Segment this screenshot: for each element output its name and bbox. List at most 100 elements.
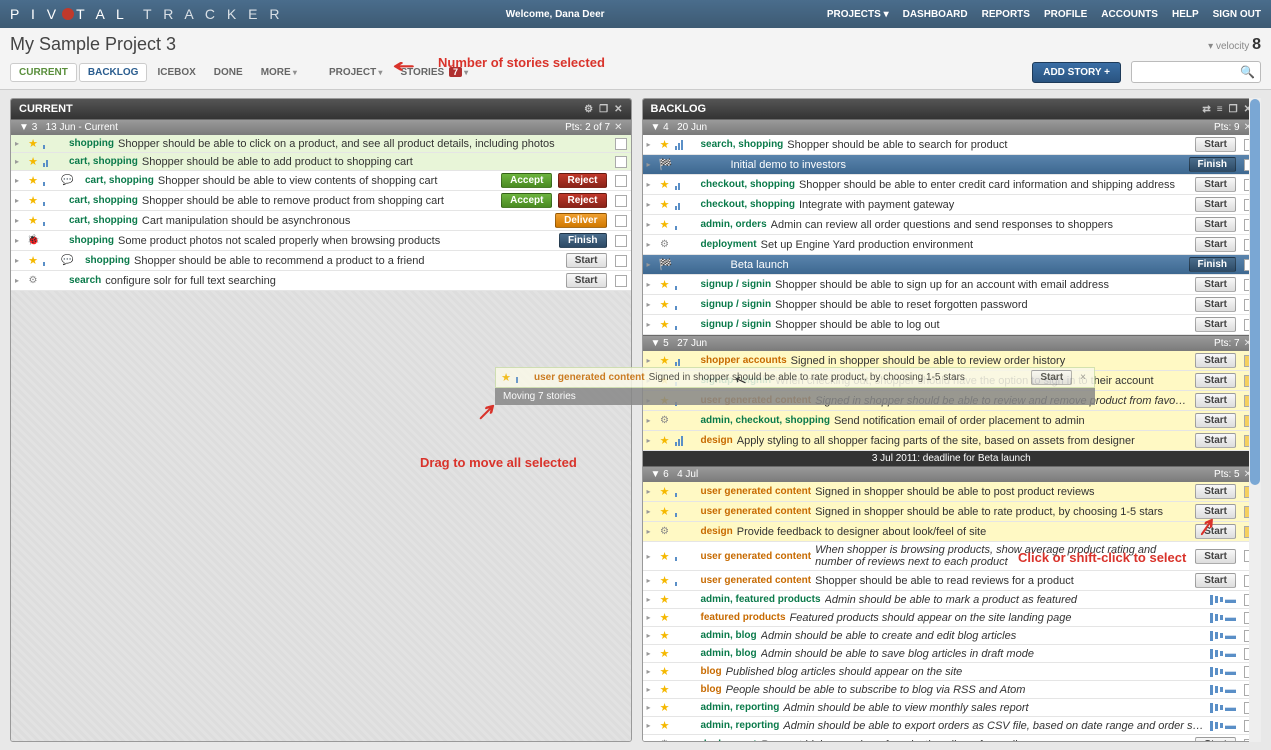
tab-done[interactable]: DONE <box>206 64 251 81</box>
story-labels[interactable]: deployment <box>701 739 757 741</box>
story-row[interactable]: ▸ ★ design Apply styling to all shopper … <box>643 431 1261 451</box>
accept-button[interactable]: Accept <box>501 173 552 188</box>
expand-icon[interactable]: ▸ <box>647 721 655 730</box>
story-row[interactable]: ▸ ★ admin, reporting Admin should be abl… <box>643 699 1261 717</box>
expand-icon[interactable]: ▸ <box>647 649 655 658</box>
story-labels[interactable]: cart, shopping <box>69 195 138 206</box>
estimate-picker[interactable]: ▬ <box>1210 648 1236 660</box>
expand-icon[interactable]: ▸ <box>647 240 655 249</box>
nav-reports[interactable]: REPORTS <box>982 9 1030 20</box>
story-row[interactable]: ▸ ★ cart, shopping Cart manipulation sho… <box>11 211 631 231</box>
expand-icon[interactable]: ▸ <box>647 576 655 585</box>
story-labels[interactable]: cart, shopping <box>69 215 138 226</box>
select-checkbox[interactable] <box>615 175 627 187</box>
nav-projects[interactable]: PROJECTS ▾ <box>827 9 889 20</box>
story-labels[interactable]: featured products <box>701 612 786 623</box>
story-labels[interactable]: user generated content <box>701 506 812 517</box>
expand-icon[interactable]: ▸ <box>647 260 655 269</box>
estimate-picker[interactable]: ▬ <box>1210 684 1236 696</box>
story-row[interactable]: ▸ ★ shopper accounts Signed in shopper s… <box>643 351 1261 371</box>
story-row[interactable]: ▸ ★ cart, shopping Shopper should be abl… <box>11 191 631 211</box>
start-button[interactable]: Start <box>1195 317 1236 332</box>
story-row[interactable]: ▸ ★ user generated content Signed in sho… <box>643 391 1261 411</box>
expand-icon[interactable]: ▸ <box>15 276 23 285</box>
start-button[interactable]: Start <box>566 273 607 288</box>
start-button[interactable]: Start <box>1195 297 1236 312</box>
story-row[interactable]: ▸ ★ signup / signin Shopper should be ab… <box>643 275 1261 295</box>
panel-settings-icon[interactable]: ⚙ <box>584 104 593 115</box>
panel-exchange-icon[interactable]: ⇄ <box>1202 104 1210 115</box>
expand-icon[interactable]: ▸ <box>647 667 655 676</box>
expand-icon[interactable]: ▸ <box>15 216 23 225</box>
story-row[interactable]: ▸ ★ user generated content Shopper shoul… <box>643 571 1261 591</box>
story-labels[interactable]: shopper accounts <box>701 355 787 366</box>
start-button[interactable]: Start <box>1195 484 1236 499</box>
story-row[interactable]: ▸ ★ blog People should be able to subscr… <box>643 681 1261 699</box>
comment-icon[interactable]: 💬 <box>61 255 73 266</box>
tab-current[interactable]: CURRENT <box>10 63 77 82</box>
estimate-picker[interactable]: ▬ <box>1210 720 1236 732</box>
scrollbar[interactable] <box>1249 98 1261 742</box>
story-labels[interactable]: user generated content <box>701 551 812 562</box>
story-row[interactable]: ▸ ★ admin, featured products Admin shoul… <box>643 591 1261 609</box>
comment-icon[interactable]: 💬 <box>61 175 73 186</box>
estimate-picker[interactable]: ▬ <box>1210 630 1236 642</box>
story-row[interactable]: ▸ ★ user generated content Signed in sho… <box>643 502 1261 522</box>
tab-backlog[interactable]: BACKLOG <box>79 63 148 82</box>
panel-clone-icon[interactable]: ❐ <box>1229 104 1238 115</box>
start-button[interactable]: Start <box>1195 277 1236 292</box>
tab-icebox[interactable]: ICEBOX <box>149 64 203 81</box>
start-button[interactable]: Start <box>1195 504 1236 519</box>
story-labels[interactable]: admin, reporting <box>701 702 780 713</box>
expand-icon[interactable]: ▸ <box>15 139 23 148</box>
expand-icon[interactable]: ▸ <box>647 552 655 561</box>
story-row[interactable]: ▸ ⚙ design Provide feedback to designer … <box>643 522 1261 542</box>
story-row[interactable]: ▸ ⚙ deployment Set up Engine Yard produc… <box>643 235 1261 255</box>
story-row[interactable]: ▸ ★ cart, shopping Shopper should be abl… <box>11 153 631 171</box>
story-row[interactable]: ▸ ⚙ admin, checkout, shopping Send notif… <box>643 411 1261 431</box>
start-button[interactable]: Start <box>1195 197 1236 212</box>
start-button[interactable]: Start <box>1195 177 1236 192</box>
story-labels[interactable]: signup / signin <box>701 279 772 290</box>
story-labels[interactable]: cart, shopping <box>85 175 154 186</box>
expand-icon[interactable]: ▸ <box>647 220 655 229</box>
start-button[interactable]: Start <box>1195 353 1236 368</box>
nav-accounts[interactable]: ACCOUNTS <box>1101 9 1158 20</box>
story-labels[interactable]: shopping <box>85 255 130 266</box>
accept-button[interactable]: Accept <box>501 193 552 208</box>
release-marker[interactable]: ▸ 🏁 Beta launch Finish <box>643 255 1261 275</box>
expand-icon[interactable]: ▸ <box>647 595 655 604</box>
expand-icon[interactable]: ▸ <box>647 200 655 209</box>
expand-icon[interactable]: ▸ <box>15 196 23 205</box>
story-labels[interactable]: shopping <box>69 235 114 246</box>
reject-button[interactable]: Reject <box>558 173 606 188</box>
start-button[interactable]: Start <box>1195 524 1236 539</box>
finish-button[interactable]: Finish <box>1189 257 1236 272</box>
story-labels[interactable]: shopping <box>69 138 114 149</box>
story-labels[interactable]: checkout, shopping <box>701 179 795 190</box>
release-marker[interactable]: ▸ 🏁 Initial demo to investors Finish <box>643 155 1261 175</box>
story-row[interactable]: ▸ ★ checkout, shopping Integrate with pa… <box>643 195 1261 215</box>
start-button[interactable]: Start <box>1195 549 1236 564</box>
story-labels[interactable]: deployment <box>701 239 757 250</box>
story-row[interactable]: ▸ ★ search, shopping Shopper should be a… <box>643 135 1261 155</box>
expand-icon[interactable]: ▸ <box>647 507 655 516</box>
story-labels[interactable]: user generated content <box>701 395 812 406</box>
start-button[interactable]: Start <box>566 253 607 268</box>
story-labels[interactable]: signup / signin <box>701 319 772 330</box>
story-row[interactable]: ▸ ★ featured products Featured products … <box>643 609 1261 627</box>
finish-button[interactable]: Finish <box>559 233 606 248</box>
estimate-picker[interactable]: ▬ <box>1210 612 1236 624</box>
story-labels[interactable]: admin, reporting <box>701 720 780 731</box>
start-button[interactable]: Start <box>1195 433 1236 448</box>
start-button[interactable]: Start <box>1195 137 1236 152</box>
expand-icon[interactable]: ▸ <box>647 527 655 536</box>
story-labels[interactable]: search <box>69 275 101 286</box>
story-row[interactable]: ▸ ★ admin, reporting Admin should be abl… <box>643 717 1261 735</box>
nav-profile[interactable]: PROFILE <box>1044 9 1087 20</box>
select-checkbox[interactable] <box>615 275 627 287</box>
start-button[interactable]: Start <box>1195 237 1236 252</box>
story-row[interactable]: ▸ ★ user generated content Signed in sho… <box>643 482 1261 502</box>
start-button[interactable]: Start <box>1195 393 1236 408</box>
story-labels[interactable]: admin, orders <box>701 219 767 230</box>
